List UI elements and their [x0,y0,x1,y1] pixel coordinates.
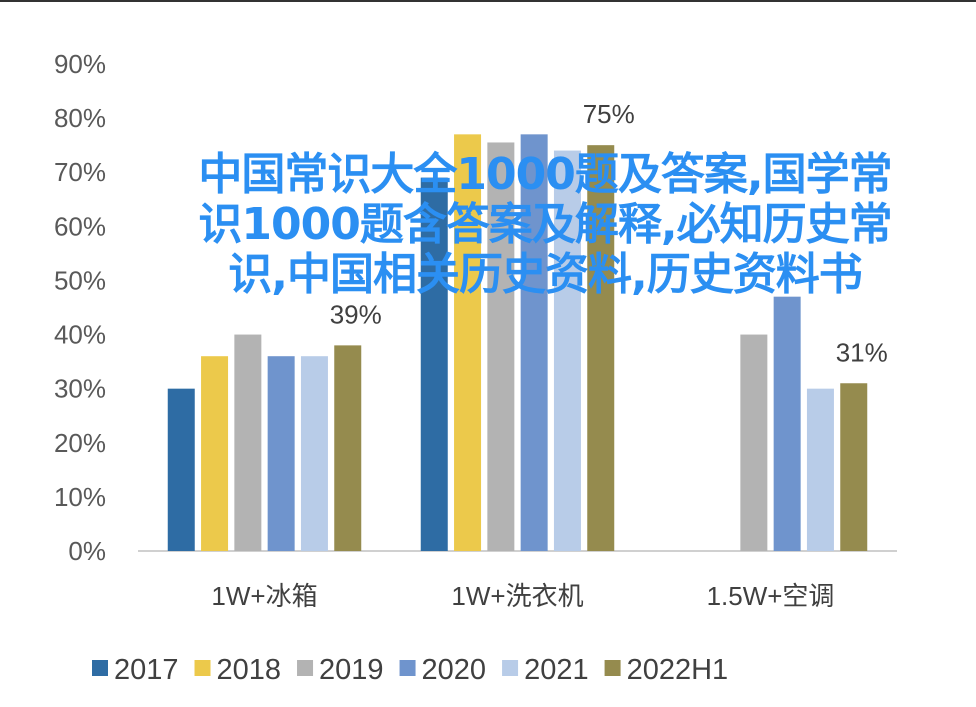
data-label: 39% [330,299,382,329]
bar-2020 [773,296,801,551]
legend-label: 2017 [114,654,179,686]
bar-2018 [201,356,229,551]
bar-2019 [234,334,262,551]
y-tick-label: 20% [54,428,106,458]
legend-swatch-2020 [399,660,416,676]
bar-2019 [740,334,768,551]
bar-2022H1 [334,345,362,551]
bar-2021 [806,388,834,551]
legend-label: 2022H1 [627,654,729,686]
y-tick-label: 10% [54,482,106,512]
x-category-label: 1W+冰箱 [211,581,317,611]
legend-label: 2020 [422,654,487,686]
legend-swatch-2022H1 [604,660,621,676]
bar-2022H1 [587,145,615,551]
bar-2019 [487,142,515,551]
legend-swatch-2021 [502,660,519,676]
y-tick-label: 40% [54,320,106,350]
bar-2020 [267,356,295,551]
x-category-label: 1W+洗衣机 [451,581,583,611]
data-label: 31% [836,337,888,367]
legend-label: 2018 [217,654,282,686]
data-label: 75% [583,99,635,129]
bar-2017 [420,177,448,551]
bar-2022H1 [840,383,868,551]
legend-label: 2021 [524,654,589,686]
y-tick-label: 90% [54,49,106,79]
bar-2017 [167,388,195,551]
x-category-label: 1.5W+空调 [707,581,835,611]
y-tick-label: 60% [54,211,106,241]
legend-label: 2019 [319,654,384,686]
legend-swatch-2018 [194,660,211,676]
y-tick-label: 50% [54,265,106,295]
y-tick-label: 80% [54,103,106,133]
bar-2018 [454,134,482,551]
y-tick-label: 30% [54,374,106,404]
y-tick-label: 70% [54,157,106,187]
top-border [0,0,976,2]
y-tick-label: 0% [68,536,106,566]
bar-2020 [520,134,548,551]
legend-swatch-2019 [297,660,314,676]
bar-2021 [553,150,581,552]
bar-2021 [300,356,328,551]
legend-swatch-2017 [92,660,108,676]
